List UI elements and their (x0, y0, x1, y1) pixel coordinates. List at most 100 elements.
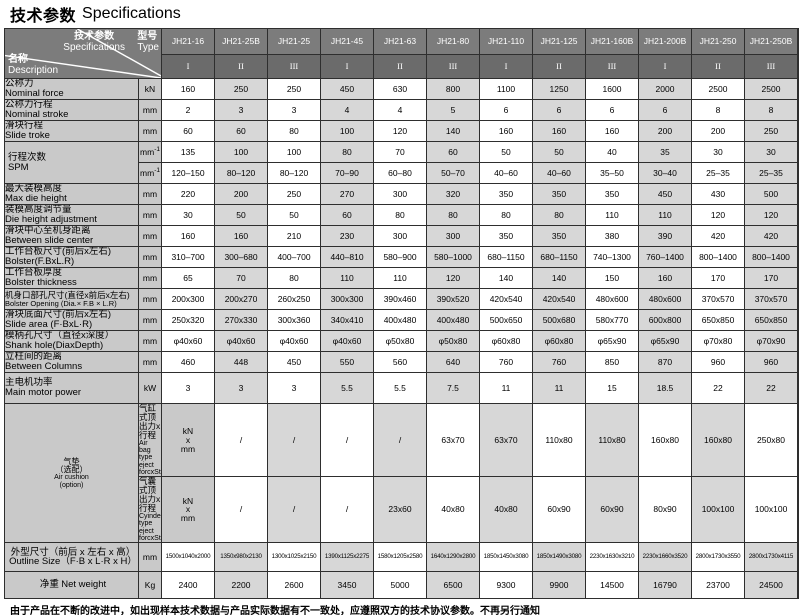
header-type-en: Type (137, 41, 159, 53)
model-header-8: JH21-160B (586, 29, 638, 54)
cell: 9300 (480, 572, 532, 599)
cell: 40–60 (480, 163, 532, 183)
cell: 140 (480, 268, 532, 288)
row-label-slide-area: 滑块底面尺寸(前后x左右) Slide area (F·BxL·R) (5, 310, 138, 330)
cell: 80–120 (268, 163, 320, 183)
grade-header-11: III (745, 55, 797, 78)
cell: 450 (639, 184, 691, 204)
cell: 24500 (745, 572, 797, 599)
unit-line3: mm (180, 513, 196, 524)
cell: 120 (745, 205, 797, 225)
cell: 40x80 (480, 477, 532, 543)
cell: 23x60 (374, 477, 426, 543)
cell: 70–90 (321, 163, 373, 183)
grade-header-10: II (692, 55, 744, 78)
model-header-7: JH21-125 (533, 29, 585, 54)
cell: 100 (268, 142, 320, 162)
row-label-en: Slide troke (5, 130, 50, 141)
cell: 50 (268, 205, 320, 225)
cell: 60 (321, 205, 373, 225)
grade-header-3: I (321, 55, 373, 78)
cell: 2 (162, 100, 214, 120)
cell: 160 (586, 121, 638, 141)
cell: 230 (321, 226, 373, 246)
table-row: 净重 Net weight Kg 2400 2200 2600 3450 500… (5, 572, 798, 599)
cell: 160 (215, 226, 267, 246)
row-label-en: Max die height (5, 193, 67, 204)
cell: 250 (215, 79, 267, 99)
grade-header-8: III (586, 55, 638, 78)
air-cushion-en: Air cushion (54, 474, 89, 482)
cell: 260x250 (268, 289, 320, 309)
model-header-9: JH21-200B (639, 29, 691, 54)
cell: 760 (480, 352, 532, 372)
cell: 1580x1205x2580 (374, 543, 426, 572)
model-header-11: JH21-250B (745, 29, 797, 54)
cell: 1390x1125x2275 (321, 543, 373, 572)
cell: 1350x980x2130 (215, 543, 267, 572)
cell: 2400 (162, 572, 214, 599)
page-title-cn: 技术参数 (10, 8, 77, 25)
cell: 60 (162, 121, 214, 141)
page-title-en: Specifications (82, 5, 181, 22)
row-label-en: Nominal force (5, 88, 64, 99)
cell: 5 (427, 100, 479, 120)
cell: 800–1400 (692, 247, 744, 267)
cell: 110 (586, 205, 638, 225)
cell: 120 (692, 205, 744, 225)
cell: 250x80 (745, 404, 797, 477)
row-label-en: Outline Size（F·B x L·R x H） (9, 556, 137, 568)
cell: φ60x80 (480, 331, 532, 351)
cell: 2600 (268, 572, 320, 599)
cell: 110 (321, 268, 373, 288)
cell: 2500 (692, 79, 744, 99)
table-row: 主电机功率 Main motor power kW 3 3 3 5.5 5.5 … (5, 373, 798, 403)
cell: 420x540 (480, 289, 532, 309)
row-label-cn: 装模高度调节量 (5, 205, 72, 216)
cell: 370x570 (745, 289, 797, 309)
cell: 350 (586, 184, 638, 204)
cell: 2800x1730x4115 (745, 543, 797, 572)
model-header-1: JH21-25B (215, 29, 267, 54)
unit-text: mm (140, 146, 155, 157)
page-title: 技术参数 Specifications (4, 0, 796, 28)
row-label-en: Bolster thickness (5, 277, 77, 288)
row-label-cn: 主电机功率 (5, 377, 53, 389)
cell: 480x600 (586, 289, 638, 309)
cell: 300x300 (321, 289, 373, 309)
table-row: 气囊式顶出力x行程 Cyinder type eject forcxStroke… (5, 477, 798, 543)
cell: 2230x1660x3520 (639, 543, 691, 572)
cell: 560 (374, 352, 426, 372)
cell: 60x90 (586, 477, 638, 543)
cell: 80 (268, 268, 320, 288)
footer-note: 由于产品在不断的改进中，如出现样本技术数据与产品实际数据有不一致处，应遵照双方的… (4, 599, 796, 615)
header-corner-cell: 技术参数 Specifications 型号 Type 名称 Descripti… (5, 29, 161, 78)
model-header-0: JH21-16 (162, 29, 214, 54)
row-label-cn: 模柄孔尺寸（直径x深度） (5, 331, 115, 342)
table-row: 公称力行程 Nominal stroke mm 2 3 3 4 4 5 6 6 … (5, 100, 798, 120)
row-label-outline-size: 外型尺寸（前后 x 左右 x 高） Outline Size（F·B x L·R… (5, 543, 138, 572)
cell: φ60x80 (533, 331, 585, 351)
header-spec-cn: 技术参数 (74, 31, 115, 42)
cell: φ50x80 (374, 331, 426, 351)
cell: 35 (639, 142, 691, 162)
grade-header-7: II (533, 55, 585, 78)
cell: 80 (268, 121, 320, 141)
model-header-2: JH21-25 (268, 29, 320, 54)
cell: 250 (268, 79, 320, 99)
cell: 100x100 (692, 477, 744, 543)
table-row: 公称力 Nominal force kN 160 250 250 450 630… (5, 79, 798, 99)
cell: 80 (427, 205, 479, 225)
table-row: 气垫 （选配） Air cushion (option) 气缸式顶出力x行程 A… (5, 404, 798, 543)
cell: 80–120 (215, 163, 267, 183)
cell: 300 (374, 226, 426, 246)
table-row: 工作台板厚度 Bolster thickness mm 65 70 80 110… (5, 268, 798, 288)
cell: 1850x1450x3080 (480, 543, 532, 572)
cell: 2230x1630x3210 (586, 543, 638, 572)
row-label-max-die-height: 最大装模高度 Max die height (5, 184, 138, 204)
cell: 6500 (427, 572, 479, 599)
cell: 110x80 (533, 404, 585, 477)
cell: 160 (639, 268, 691, 288)
table-row: mm-1 120–150 80–120 80–120 70–90 60–80 5… (5, 163, 798, 183)
spm-group-cn: 行程次数 (8, 151, 47, 163)
